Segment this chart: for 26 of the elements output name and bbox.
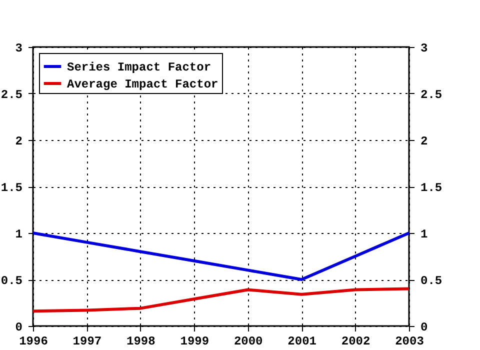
y-tick-label: 2: [15, 134, 22, 148]
legend-label: Average Impact Factor: [67, 78, 218, 92]
x-tick-label: 1997: [72, 334, 102, 348]
y-tick-label: 0.5: [0, 274, 22, 288]
x-tick-label: 1998: [126, 334, 156, 348]
y-tick-label: 1: [15, 228, 22, 242]
y2-tick-label: 2.5: [420, 88, 442, 102]
x-tick-label: 1996: [19, 334, 48, 348]
x-tick-label: 1999: [180, 334, 210, 348]
x-tick-label: 2000: [234, 334, 263, 348]
x-tick-label: 2002: [341, 334, 370, 348]
y-tick-label: 0: [15, 320, 22, 334]
x-tick-label: 2001: [288, 334, 316, 348]
y2-tick-label: 0.5: [420, 274, 442, 288]
y2-tick-label: 0: [420, 320, 428, 334]
y-tick-label: 1.5: [0, 181, 22, 195]
y2-tick-label: 3: [420, 42, 428, 56]
y2-tick-label: 1.5: [420, 181, 442, 195]
y-tick-label: 3: [15, 42, 22, 56]
y-tick-label: 2.5: [0, 88, 22, 102]
line-series: [32, 287, 410, 313]
legend-label: Series Impact Factor: [67, 60, 212, 74]
y2-tick-label: 2: [420, 134, 428, 148]
x-tick-label: 2003: [395, 334, 424, 348]
y2-tick-label: 1: [420, 228, 428, 242]
line-series: [32, 232, 410, 281]
